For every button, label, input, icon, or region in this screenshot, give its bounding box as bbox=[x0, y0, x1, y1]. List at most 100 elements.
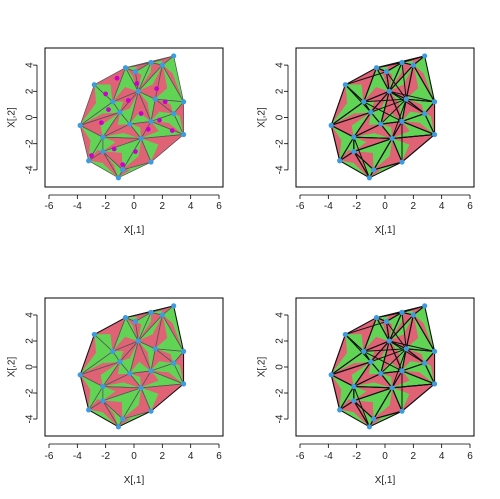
data-point bbox=[399, 408, 405, 414]
data-point bbox=[386, 338, 392, 344]
triangle-edges bbox=[329, 54, 437, 180]
plot-frame bbox=[44, 297, 224, 437]
x-tick-label: -2 bbox=[352, 201, 361, 212]
y-tick-label: 0 bbox=[275, 364, 286, 370]
mesh-edge bbox=[345, 71, 387, 86]
data-point bbox=[410, 62, 416, 68]
data-point bbox=[120, 167, 126, 173]
mesh-edge bbox=[388, 90, 425, 114]
mesh-edge bbox=[401, 312, 407, 349]
midpoint-marker bbox=[138, 111, 144, 116]
x-tick-label: 4 bbox=[188, 201, 194, 212]
plot-frame bbox=[295, 297, 475, 437]
mesh-edge bbox=[363, 350, 403, 372]
x-tick-label: -2 bbox=[352, 451, 361, 462]
triangle-edge bbox=[102, 400, 124, 428]
data-points bbox=[328, 303, 438, 430]
y-axis: -4 -2 0 2 4 bbox=[25, 312, 38, 423]
mesh-edge bbox=[330, 374, 341, 411]
x-tick-label: 6 bbox=[216, 201, 222, 212]
mesh-edge bbox=[401, 134, 435, 163]
data-point bbox=[148, 59, 154, 66]
data-point bbox=[77, 122, 83, 128]
data-point bbox=[180, 348, 187, 354]
midpoint-marker bbox=[154, 86, 160, 92]
data-point bbox=[399, 118, 405, 125]
mesh-edge bbox=[330, 334, 346, 375]
data-point bbox=[378, 370, 384, 377]
data-point bbox=[422, 360, 428, 366]
x-tick-label: 6 bbox=[216, 451, 222, 462]
data-point bbox=[117, 109, 123, 115]
midpoint-marker bbox=[106, 107, 111, 113]
x-axis-label: X[,1] bbox=[124, 475, 145, 486]
data-point bbox=[180, 381, 187, 387]
data-point bbox=[120, 416, 126, 422]
data-point bbox=[366, 175, 373, 181]
midpoint-marker bbox=[103, 91, 109, 97]
y-tick-label: 4 bbox=[25, 312, 36, 318]
data-point bbox=[148, 408, 154, 414]
midpoint-marker bbox=[134, 81, 140, 86]
data-point bbox=[337, 407, 343, 413]
data-point bbox=[159, 62, 165, 68]
midpoint-marker bbox=[99, 120, 104, 126]
y-axis-label: X[,2] bbox=[7, 107, 18, 128]
y-tick-label: -4 bbox=[25, 165, 36, 174]
data-point bbox=[361, 348, 367, 354]
data-point bbox=[148, 309, 154, 315]
data-point bbox=[148, 159, 154, 165]
mesh-edge bbox=[380, 348, 407, 374]
midpoint-marker bbox=[120, 162, 126, 168]
data-point bbox=[383, 318, 390, 325]
data-point bbox=[135, 88, 141, 94]
data-point bbox=[138, 385, 144, 391]
data-point bbox=[371, 416, 377, 422]
y-tick-label: 4 bbox=[275, 62, 286, 68]
data-points bbox=[328, 53, 438, 181]
midpoint-marker bbox=[133, 149, 138, 154]
x-tick-label: 2 bbox=[411, 451, 417, 462]
y-tick-label: 2 bbox=[25, 88, 36, 94]
data-point bbox=[378, 121, 384, 127]
y-tick-label: -4 bbox=[25, 414, 36, 423]
mesh-edge bbox=[344, 334, 372, 363]
x-axis: -6 -4 -2 0 2 4 6 bbox=[296, 194, 473, 212]
x-axis-label: X[,1] bbox=[375, 475, 396, 486]
plot-frame bbox=[44, 47, 224, 188]
mesh-edge bbox=[363, 348, 407, 352]
data-point bbox=[86, 407, 92, 413]
x-axis-label: X[,1] bbox=[375, 225, 396, 236]
y-axis: -4 -2 0 2 4 bbox=[25, 62, 38, 174]
y-tick-label: -2 bbox=[25, 139, 36, 148]
x-axis-label: X[,1] bbox=[124, 225, 145, 236]
data-point bbox=[342, 331, 348, 338]
data-point bbox=[371, 167, 377, 173]
x-tick-label: -4 bbox=[324, 201, 333, 212]
data-point bbox=[127, 370, 133, 377]
data-point bbox=[337, 158, 343, 164]
data-point bbox=[91, 331, 97, 338]
y-axis-label: X[,2] bbox=[257, 107, 268, 128]
data-point bbox=[77, 372, 83, 378]
y-tick-label: 4 bbox=[275, 312, 286, 318]
data-point bbox=[410, 312, 416, 318]
data-point bbox=[422, 53, 428, 59]
x-tick-label: -4 bbox=[73, 201, 82, 212]
data-point bbox=[351, 383, 357, 390]
x-tick-label: 0 bbox=[382, 201, 388, 212]
data-point bbox=[127, 121, 133, 127]
data-point bbox=[152, 96, 158, 102]
y-tick-label: 2 bbox=[275, 88, 286, 94]
x-tick-label: -4 bbox=[324, 451, 333, 462]
y-tick-label: -2 bbox=[25, 388, 36, 397]
data-point bbox=[366, 424, 373, 430]
data-point bbox=[132, 318, 139, 325]
chart-panel-1: -6 -4 -2 0 2 4 6 -4 -2 0 2 4 X[,1] X[,2] bbox=[7, 47, 224, 236]
mesh-edge bbox=[389, 90, 435, 103]
x-tick-label: 4 bbox=[439, 451, 445, 462]
x-tick-label: 0 bbox=[382, 451, 388, 462]
mesh-edge bbox=[380, 98, 407, 125]
data-point bbox=[117, 359, 123, 365]
